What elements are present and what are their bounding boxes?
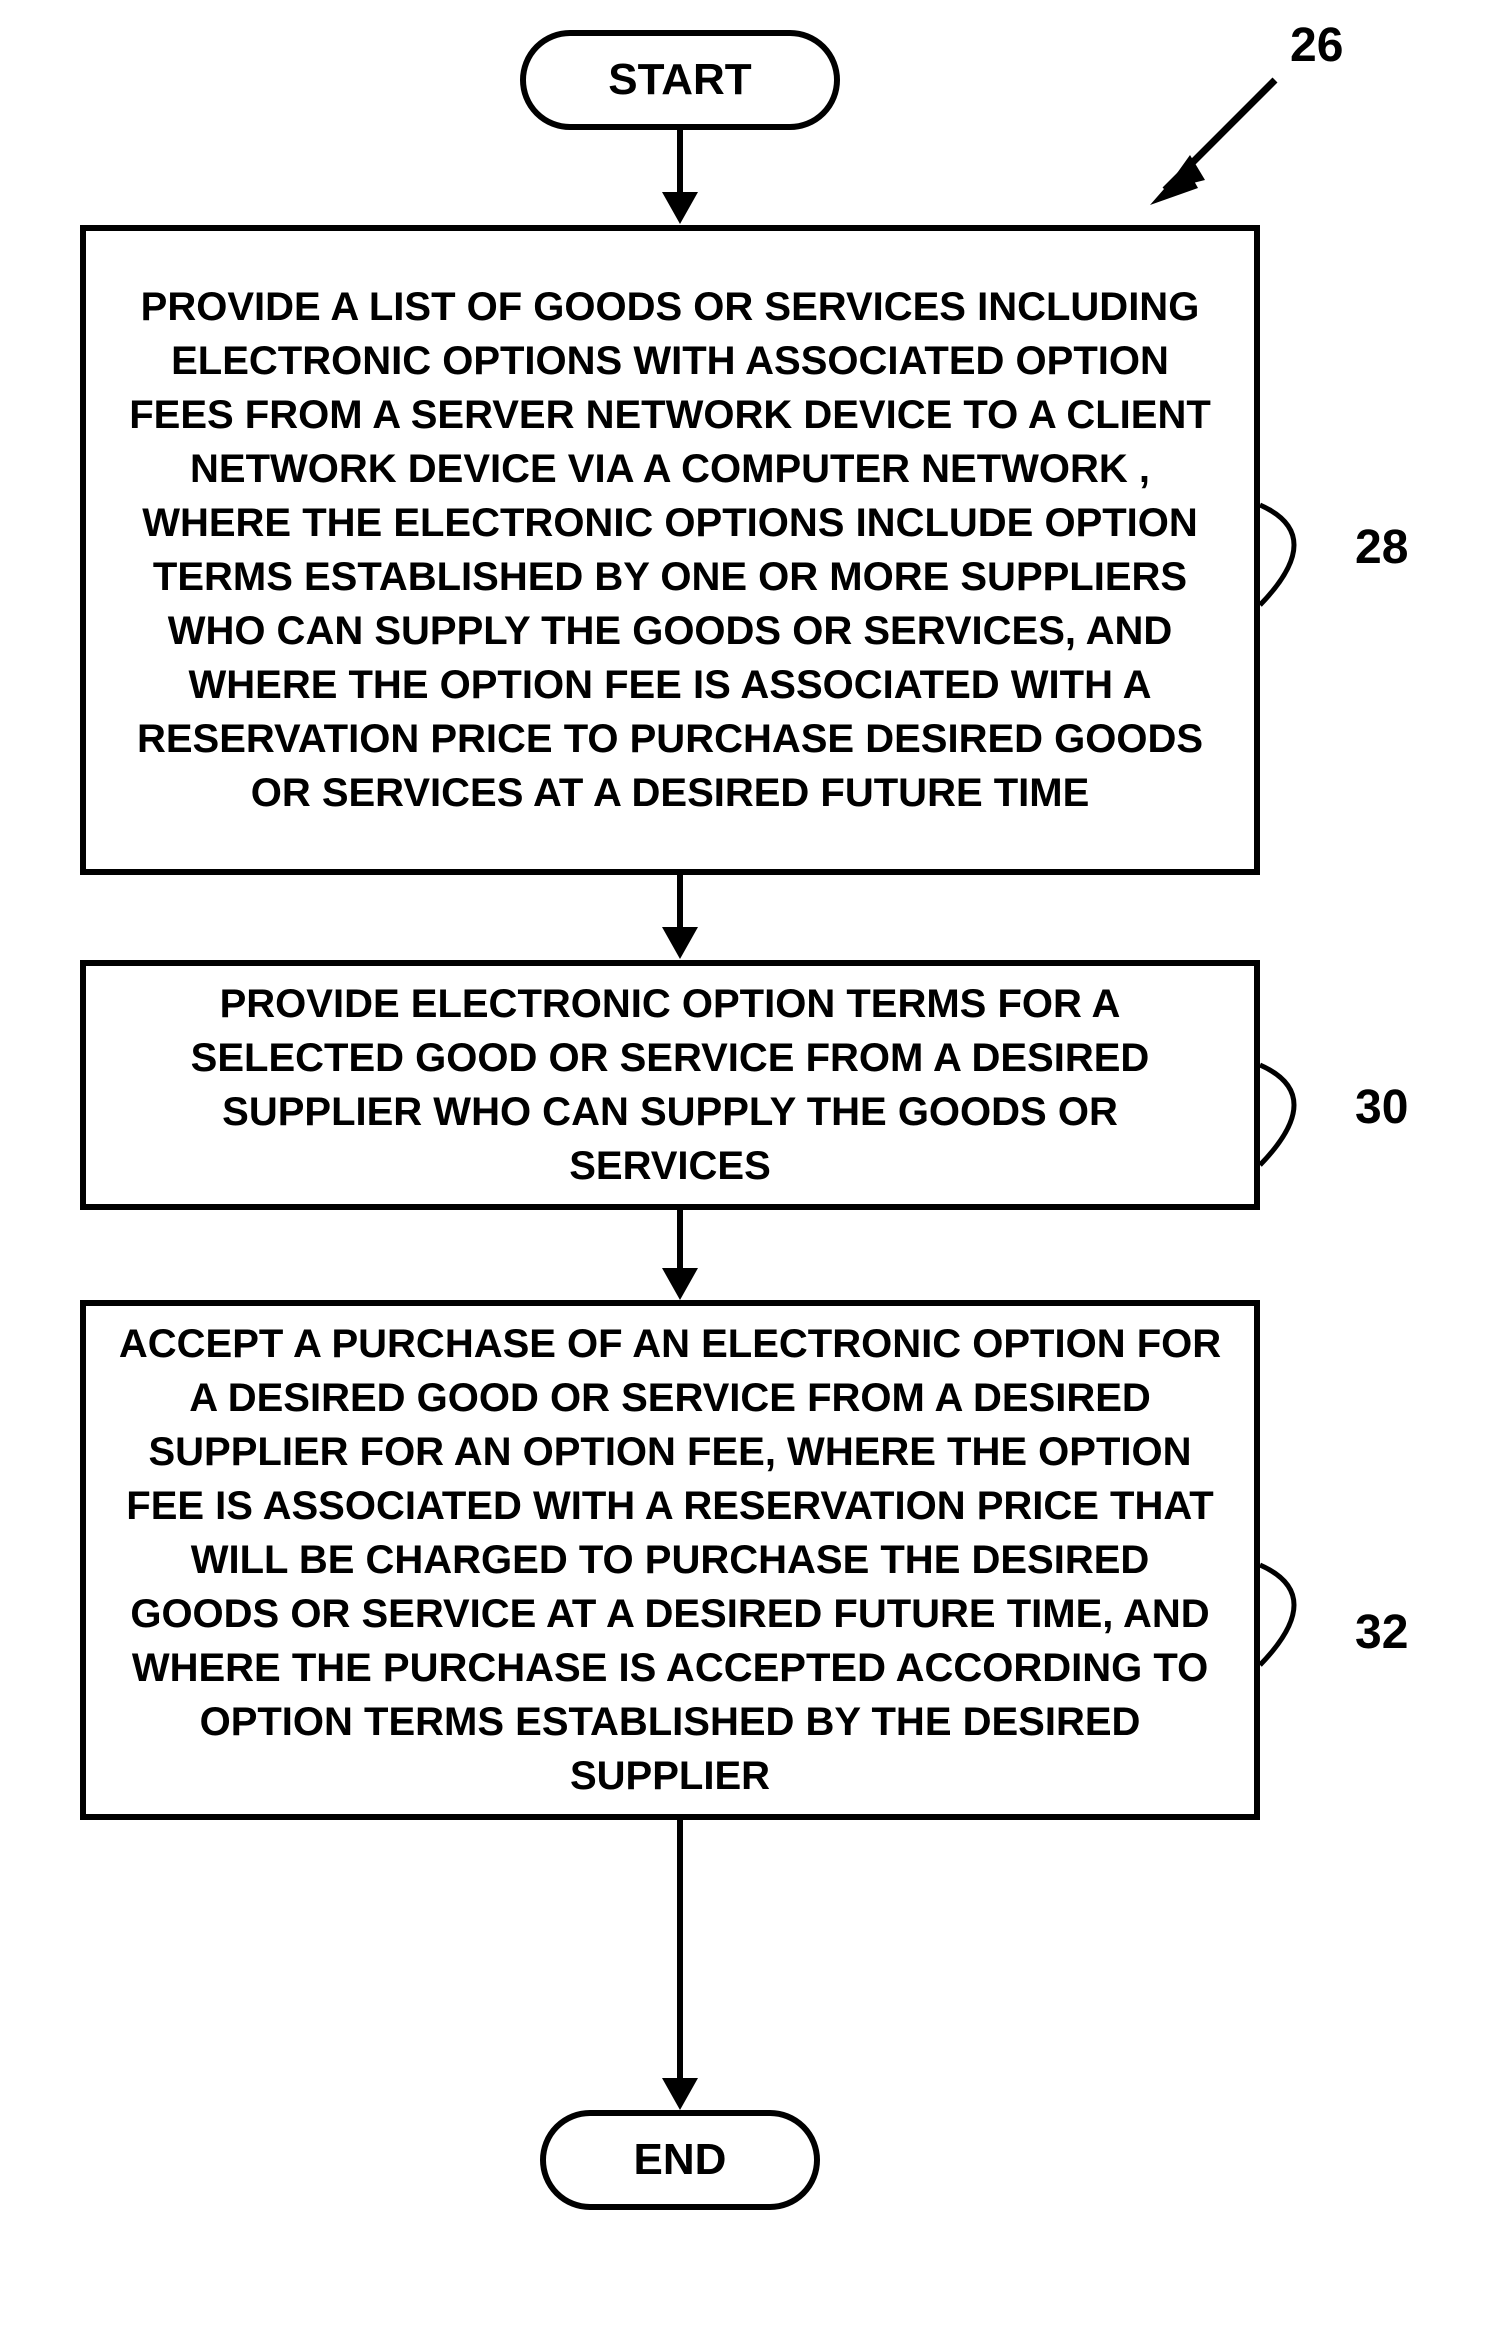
end-label: END <box>634 2135 727 2185</box>
ref-leader-32 <box>1258 1555 1348 1675</box>
start-node: START <box>520 30 840 130</box>
process-step3-text: ACCEPT A PURCHASE OF AN ELECTRONIC OPTIO… <box>116 1317 1224 1803</box>
edge-start-step1-head <box>662 192 698 224</box>
ref-label-28: 28 <box>1355 520 1408 575</box>
process-step1-text: PROVIDE A LIST OF GOODS OR SERVICES INCL… <box>116 280 1224 820</box>
ref-label-32: 32 <box>1355 1605 1408 1660</box>
edge-step1-step2-head <box>662 927 698 959</box>
process-step3: ACCEPT A PURCHASE OF AN ELECTRONIC OPTIO… <box>80 1300 1260 1820</box>
process-step2-text: PROVIDE ELECTRONIC OPTION TERMS FOR A SE… <box>116 977 1224 1193</box>
ref-arrow-26 <box>1130 70 1300 220</box>
edge-step2-step3 <box>677 1210 683 1268</box>
ref-label-30: 30 <box>1355 1080 1408 1135</box>
edge-step3-end-head <box>662 2078 698 2110</box>
start-label: START <box>608 55 751 105</box>
edge-step2-step3-head <box>662 1268 698 1300</box>
edge-start-step1 <box>677 130 683 192</box>
ref-label-26: 26 <box>1290 18 1343 73</box>
edge-step1-step2 <box>677 875 683 927</box>
edge-step3-end <box>677 1820 683 2078</box>
process-step1: PROVIDE A LIST OF GOODS OR SERVICES INCL… <box>80 225 1260 875</box>
ref-leader-28 <box>1258 495 1348 615</box>
process-step2: PROVIDE ELECTRONIC OPTION TERMS FOR A SE… <box>80 960 1260 1210</box>
ref-leader-30 <box>1258 1055 1348 1175</box>
flowchart-canvas: START PROVIDE A LIST OF GOODS OR SERVICE… <box>0 0 1494 2328</box>
end-node: END <box>540 2110 820 2210</box>
